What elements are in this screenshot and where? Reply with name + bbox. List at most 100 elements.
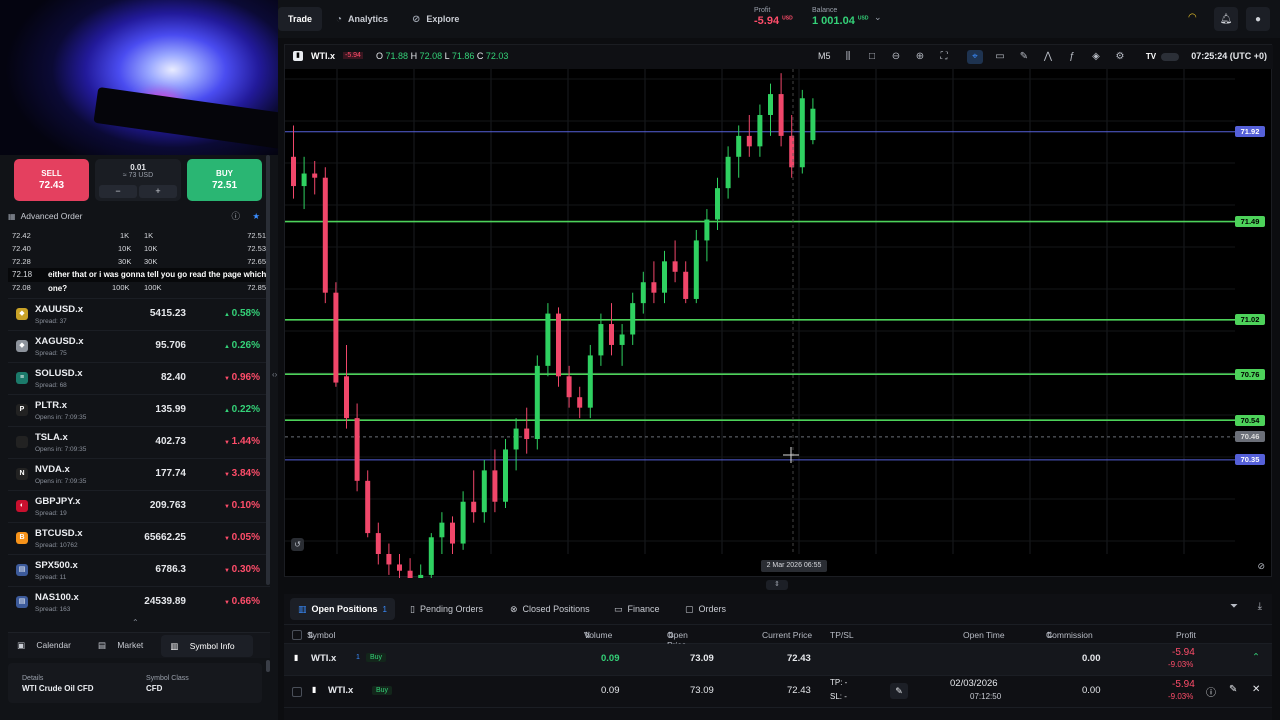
advanced-order-row[interactable]: ▦ Advanced Order ⓘ ★ bbox=[8, 207, 270, 225]
collapse-chevron-icon[interactable]: ⌃ bbox=[1252, 652, 1260, 663]
resize-handle-icon[interactable]: ⇕ bbox=[766, 580, 788, 590]
watchlist-sub: Spread: 75 bbox=[35, 350, 67, 357]
candle-body bbox=[746, 135, 752, 147]
col-profit[interactable]: Profit bbox=[1176, 630, 1196, 640]
col-symbol[interactable]: Symbol ⇅ bbox=[307, 630, 336, 640]
position-row[interactable]: ▮ WTI.x Buy 0.09 73.09 72.43 TP: - SL: -… bbox=[284, 676, 1272, 708]
layers-icon[interactable]: ◈ bbox=[1092, 51, 1100, 62]
decrease-button[interactable]: − bbox=[99, 185, 137, 198]
depth-row[interactable]: 72.08 100K 100K 72.85 bbox=[12, 283, 266, 292]
col-current-price[interactable]: Current Price bbox=[762, 630, 813, 640]
scrollbar[interactable] bbox=[266, 660, 270, 672]
filter-icon[interactable]: ⏷ bbox=[1230, 601, 1238, 612]
grid-icon: ▦ bbox=[8, 211, 16, 221]
zoom-out-icon[interactable]: ⊖ bbox=[891, 51, 901, 62]
select-all-checkbox[interactable] bbox=[292, 630, 302, 640]
reset-chart-icon[interactable]: ↺ bbox=[291, 538, 304, 551]
stop-loss[interactable]: SL: - bbox=[830, 692, 847, 701]
download-icon[interactable]: ⤓ bbox=[1257, 601, 1262, 612]
tab-market[interactable]: ▤ Market bbox=[97, 640, 144, 650]
square-icon[interactable]: □ bbox=[868, 51, 876, 62]
tab-open-positions[interactable]: ▥ Open Positions 1 bbox=[290, 598, 395, 620]
user-avatar-icon[interactable]: ● bbox=[1246, 7, 1270, 31]
candlestick-chart[interactable] bbox=[285, 69, 1273, 578]
col-open-time[interactable]: Open Time bbox=[963, 630, 1005, 640]
tab-symbol-info[interactable]: ▥ Symbol Info bbox=[161, 634, 253, 657]
horizontal-line-icon[interactable]: ▭ bbox=[995, 51, 1005, 62]
edit-tpsl-icon[interactable]: ✎ bbox=[890, 683, 908, 699]
nav-trade[interactable]: Trade bbox=[278, 7, 323, 31]
col-commission[interactable]: Commission ⇅ bbox=[1046, 630, 1093, 640]
finance-icon: ▭ bbox=[614, 603, 623, 614]
watchlist-row[interactable]: ◆ XAGUSD.x Spread: 75 95.706 ▲ 0.26% bbox=[8, 330, 270, 362]
position-group-row[interactable]: ▮ WTI.x 1 Buy 0.09 73.09 72.43 0.00 -5.9… bbox=[284, 644, 1272, 676]
depth-row[interactable]: 72.40 10K 10K 72.53 bbox=[12, 244, 266, 253]
pencil-icon[interactable]: ✎ bbox=[1019, 51, 1029, 62]
col-open-price[interactable]: Open Price ⇅ bbox=[667, 630, 688, 650]
watchlist-change: ▼ 0.05% bbox=[224, 532, 260, 543]
fullscreen-icon[interactable]: ⛶ bbox=[940, 51, 948, 62]
depth-row[interactable]: 72.28 30K 30K 72.65 bbox=[12, 257, 266, 266]
crosshair-icon[interactable]: ⌖ bbox=[967, 50, 983, 64]
watchlist-row[interactable]: ≡ SOLUSD.x Spread: 68 82.40 ▼ 0.96% bbox=[8, 362, 270, 394]
price-axis-label: 70.76 bbox=[1235, 368, 1265, 380]
tab-pending-orders[interactable]: ▯ Pending Orders bbox=[410, 603, 483, 615]
tab-orders[interactable]: ▢ Orders bbox=[685, 603, 727, 615]
close-position-icon[interactable]: ✕ bbox=[1252, 684, 1261, 695]
buy-button[interactable]: BUY 72.51 bbox=[187, 159, 262, 201]
group-profit: -5.94 bbox=[1172, 647, 1195, 658]
notifications-bell-icon[interactable]: 🔔︎ bbox=[1214, 7, 1238, 31]
increase-button[interactable]: + bbox=[139, 185, 177, 198]
chart-toggle[interactable] bbox=[1161, 53, 1179, 61]
balance-value: 1 001.04 USD bbox=[812, 15, 869, 27]
indicators-icon[interactable]: ƒ bbox=[1069, 51, 1075, 62]
watchlist-row[interactable]: ▤ NAS100.x Spread: 163 24539.89 ▼ 0.66% bbox=[8, 586, 270, 618]
asset-logo-icon: ◆ bbox=[16, 308, 28, 320]
watchlist-row[interactable]: ▤ SPX500.x Spread: 11 6786.3 ▼ 0.30% bbox=[8, 554, 270, 586]
sell-button[interactable]: SELL 72.43 bbox=[14, 159, 89, 201]
watchlist-symbol: PLTR.x bbox=[35, 400, 68, 411]
tab-finance[interactable]: ▭ Finance bbox=[614, 603, 660, 615]
depth-bid-under-caption: 72.18 bbox=[12, 270, 33, 279]
col-volume[interactable]: Volume ⇅ bbox=[584, 630, 613, 640]
info-icon[interactable]: ⓘ bbox=[1206, 688, 1216, 699]
collapse-panel-icon[interactable]: ‹› bbox=[272, 370, 278, 379]
watchlist-row[interactable]: N NVDA.x Opens in: 7:09:35 177.74 ▼ 3.84% bbox=[8, 458, 270, 490]
row-checkbox[interactable] bbox=[292, 687, 302, 697]
timeframe-selector[interactable]: M5 bbox=[818, 51, 831, 61]
gear-icon[interactable]: ⚙ bbox=[1115, 51, 1125, 62]
account-chevron-down-icon[interactable]: ⌄ bbox=[874, 12, 882, 22]
chart-panel: ▮ WTI.x -5.94 O 71.88 H 72.08 L 71.86 C … bbox=[284, 44, 1273, 578]
edit-icon[interactable]: ✎ bbox=[1229, 684, 1238, 695]
candle-body bbox=[418, 574, 424, 578]
watchlist-row[interactable]: P PLTR.x Opens in: 7:09:35 135.99 ▲ 0.22% bbox=[8, 394, 270, 426]
nav-analytics[interactable]: ◔ Analytics bbox=[326, 7, 398, 31]
depth-row[interactable]: 72.42 1K 1K 72.51 bbox=[12, 231, 266, 240]
watchlist-price: 6786.3 bbox=[155, 564, 186, 575]
tab-calendar[interactable]: ▣ Calendar bbox=[17, 640, 71, 650]
tradingview-logo-icon: TV bbox=[1145, 52, 1157, 61]
watchlist-row[interactable]: ◆ XAUUSD.x Spread: 37 5415.23 ▲ 0.58% bbox=[8, 298, 270, 330]
watchlist-row[interactable]: TSLA.x Opens in: 7:09:35 402.73 ▼ 1.44% bbox=[8, 426, 270, 458]
info-icon[interactable]: ⓘ bbox=[231, 211, 240, 221]
nav-explore[interactable]: ⊘ Explore bbox=[402, 7, 469, 31]
star-icon[interactable]: ★ bbox=[252, 210, 260, 221]
watchlist-symbol: NVDA.x bbox=[35, 464, 70, 475]
settings-circle-icon[interactable]: ⊘ bbox=[1257, 561, 1265, 571]
watchlist-price: 95.706 bbox=[155, 340, 186, 351]
expand-chevron-icon[interactable]: ⌃ bbox=[132, 618, 139, 627]
chart-symbol[interactable]: WTI.x bbox=[311, 51, 335, 61]
pattern-icon[interactable]: ⋀ bbox=[1043, 51, 1053, 62]
tab-closed-positions[interactable]: ⊗ Closed Positions bbox=[510, 603, 590, 615]
watchlist-row[interactable]: ◐ GBPJPY.x Spread: 19 209.763 ▼ 0.10% bbox=[8, 490, 270, 522]
watchlist-row[interactable]: B BTCUSD.x Spread: 10762 65662.25 ▼ 0.05% bbox=[8, 522, 270, 554]
watchlist-scrollbar[interactable] bbox=[266, 155, 270, 585]
quantity-value[interactable]: 0.01 bbox=[130, 163, 146, 172]
candle-body bbox=[640, 282, 646, 304]
webcam-overlay bbox=[0, 0, 278, 155]
take-profit[interactable]: TP: - bbox=[830, 678, 848, 687]
zoom-in-icon[interactable]: ⊕ bbox=[915, 51, 925, 62]
candle-body bbox=[354, 418, 360, 481]
quantity-stepper[interactable]: 0.01 ≈ 73 USD − + bbox=[95, 159, 181, 201]
candle-type-icon[interactable]: ⫼ bbox=[845, 51, 851, 62]
